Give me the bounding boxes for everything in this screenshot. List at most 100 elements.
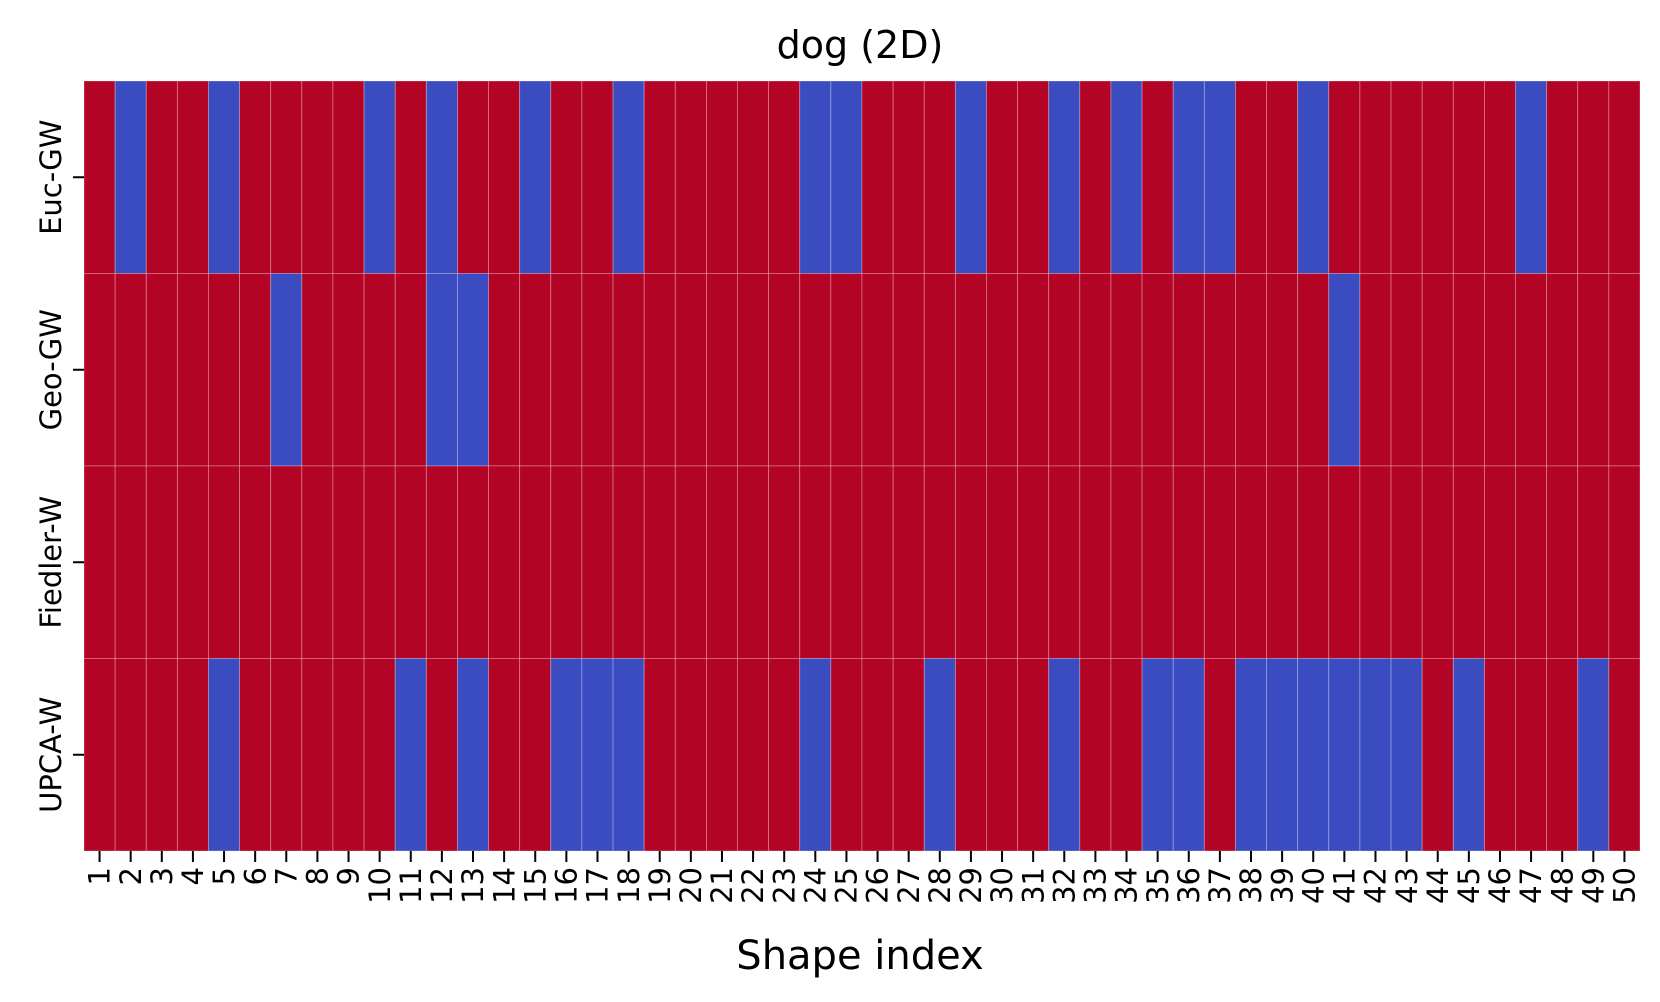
heatmap-cell <box>1608 273 1641 467</box>
heatmap-cell <box>145 273 178 467</box>
heatmap-cell <box>643 658 676 852</box>
heatmap-cell <box>83 273 116 467</box>
heatmap-cell <box>581 465 614 659</box>
x-tick-label: 46 <box>1483 867 1517 904</box>
x-tick-label: 39 <box>1265 867 1299 904</box>
x-tick-label: 20 <box>674 867 708 904</box>
heatmap-cell <box>612 80 645 274</box>
heatmap-cell <box>1484 80 1516 274</box>
heatmap-cells <box>83 80 1641 852</box>
heatmap-cell <box>332 273 365 467</box>
heatmap-cell <box>208 273 240 467</box>
x-tick-label: 16 <box>550 867 584 904</box>
heatmap-cell <box>83 465 116 659</box>
heatmap-cell <box>1297 273 1330 467</box>
heatmap-cell <box>332 658 365 852</box>
heatmap-cell <box>954 273 987 467</box>
heatmap-cell <box>519 658 552 852</box>
x-tick-label: 7 <box>269 867 303 885</box>
y-tick-label: Fiedler-W <box>34 496 68 629</box>
heatmap-cell <box>1141 465 1174 659</box>
x-tick-label: 18 <box>612 867 646 904</box>
heatmap-cell <box>830 658 863 852</box>
x-tick-label: 43 <box>1390 867 1424 904</box>
x-tick-label: 15 <box>518 867 552 904</box>
heatmap-cell <box>550 658 583 852</box>
heatmap-cell <box>301 465 334 659</box>
heatmap-cell <box>550 80 583 274</box>
heatmap-cell <box>799 658 832 852</box>
x-tick-label: 32 <box>1047 867 1081 904</box>
heatmap-cell <box>550 465 583 659</box>
heatmap-cell <box>1172 658 1205 852</box>
x-tick-label: 48 <box>1545 867 1579 904</box>
heatmap-cell <box>363 273 396 467</box>
heatmap-cell <box>1328 273 1361 467</box>
heatmap-cell <box>1328 658 1361 852</box>
heatmap-cell <box>488 273 521 467</box>
x-tick-label: 45 <box>1452 867 1486 904</box>
heatmap-cell <box>1110 658 1143 852</box>
heatmap-cell <box>1203 80 1236 274</box>
heatmap-cell <box>1172 273 1205 467</box>
x-tick-label: 38 <box>1234 867 1268 904</box>
heatmap-cell <box>270 273 303 467</box>
heatmap-cell <box>425 80 458 274</box>
heatmap-cell <box>674 465 707 659</box>
heatmap-cell <box>1079 465 1112 659</box>
heatmap-cell <box>1390 465 1423 659</box>
heatmap-cell <box>706 658 738 852</box>
heatmap-cell <box>1110 80 1143 274</box>
heatmap-cell <box>1141 658 1174 852</box>
heatmap-cell <box>643 80 676 274</box>
heatmap-cell <box>1515 273 1548 467</box>
x-tick-label: 5 <box>207 867 241 885</box>
heatmap-cell <box>1048 658 1081 852</box>
heatmap-cell <box>301 80 334 274</box>
heatmap-cell <box>643 273 676 467</box>
heatmap-cell <box>1515 658 1548 852</box>
heatmap-cell <box>1017 273 1050 467</box>
heatmap-cell <box>892 80 925 274</box>
heatmap-cell <box>519 273 552 467</box>
heatmap-cell <box>1359 273 1392 467</box>
heatmap-cell <box>1172 80 1205 274</box>
heatmap-cell <box>581 273 614 467</box>
x-tick-label: 36 <box>1172 867 1206 904</box>
heatmap-cell <box>768 273 801 467</box>
heatmap-cell <box>986 658 1018 852</box>
heatmap-cell <box>1235 658 1267 852</box>
x-tick-label: 11 <box>394 867 428 904</box>
heatmap-cell <box>1452 273 1485 467</box>
heatmap-cell <box>176 465 209 659</box>
heatmap-cell <box>643 465 676 659</box>
heatmap-cell <box>674 273 707 467</box>
heatmap-cell <box>1359 658 1392 852</box>
heatmap-cell <box>1577 658 1610 852</box>
heatmap-cell <box>1515 80 1548 274</box>
x-tick-label: 23 <box>767 867 801 904</box>
heatmap-cell <box>861 658 894 852</box>
heatmap-cell <box>332 80 365 274</box>
heatmap-cell <box>394 465 427 659</box>
heatmap-cell <box>1048 465 1081 659</box>
heatmap-cell <box>270 80 303 274</box>
heatmap-cell <box>830 273 863 467</box>
heatmap-cell <box>488 465 521 659</box>
heatmap-cell <box>1110 273 1143 467</box>
heatmap-cell <box>706 273 738 467</box>
heatmap-cell <box>176 80 209 274</box>
x-tick-label: 19 <box>643 867 677 904</box>
heatmap-cell <box>1203 658 1236 852</box>
heatmap-cell <box>425 465 458 659</box>
x-tick-label: 37 <box>1203 867 1237 904</box>
heatmap-cell <box>1390 273 1423 467</box>
heatmap-cell <box>1390 658 1423 852</box>
x-tick-label: 24 <box>798 867 832 904</box>
heatmap-cell <box>301 273 334 467</box>
chart-title: dog (2D) <box>777 23 944 67</box>
x-tick-label: 12 <box>425 867 459 904</box>
x-tick-label: 33 <box>1079 867 1113 904</box>
x-tick-label: 22 <box>736 867 770 904</box>
heatmap-cell <box>1546 658 1579 852</box>
